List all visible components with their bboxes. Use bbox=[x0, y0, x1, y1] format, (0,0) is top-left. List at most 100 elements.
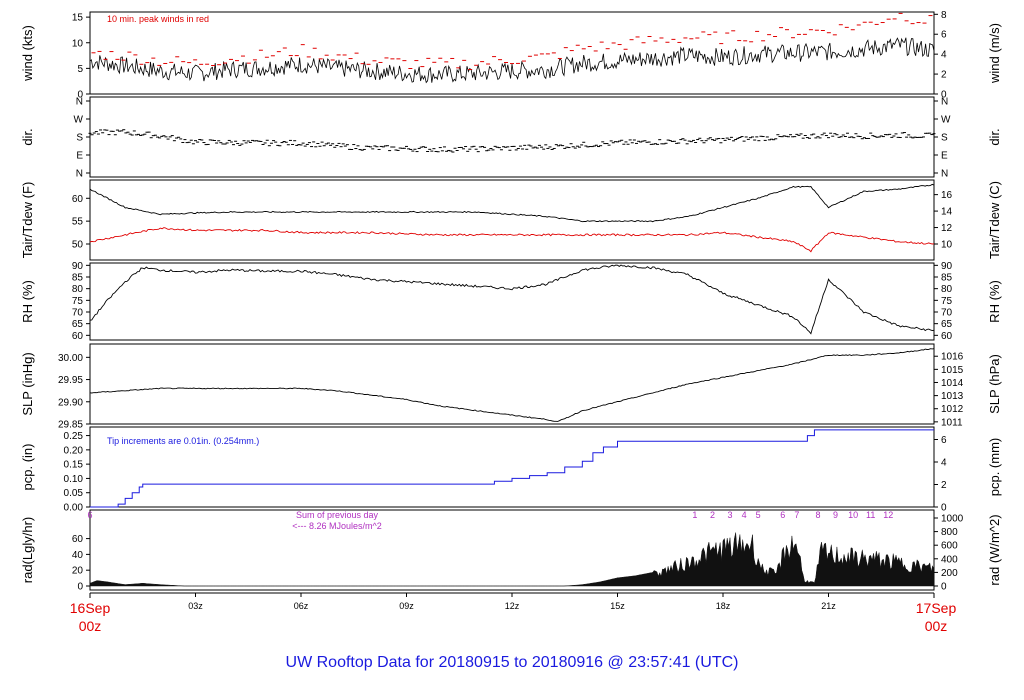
ytick-right-label: 1012 bbox=[941, 404, 964, 415]
ylabel-left: RH (%) bbox=[20, 280, 35, 323]
hour-marker: 1 bbox=[692, 510, 697, 520]
ytick-right-label: 75 bbox=[941, 296, 953, 307]
time-tick-label: 15z bbox=[610, 601, 625, 611]
ytick-right-label: 1014 bbox=[941, 378, 964, 389]
ytick-right-label: 200 bbox=[941, 568, 958, 579]
ytick-right-label: 0 bbox=[941, 90, 947, 101]
ytick-right-label: 6 bbox=[941, 435, 947, 446]
panel-frame bbox=[89, 509, 935, 591]
ytick-left-label: 60 bbox=[72, 534, 84, 545]
hour-marker: 10 bbox=[848, 510, 858, 520]
ytick-right-label: 10 bbox=[941, 240, 953, 251]
ylabel-left: SLP (inHg) bbox=[20, 352, 35, 415]
prev-day-note-line2: <--- 8.26 MJoules/m^2 bbox=[292, 521, 382, 531]
ylabel-left: dir. bbox=[20, 128, 35, 145]
ylabel-left: pcp. (in) bbox=[20, 444, 35, 491]
series-relative-humidity bbox=[89, 264, 935, 335]
ytick-right-label: 65 bbox=[941, 319, 953, 330]
ytick-right-label: 400 bbox=[941, 554, 958, 565]
ylabel-right: SLP (hPa) bbox=[987, 354, 1002, 414]
start-date-label: 16Sep bbox=[70, 600, 111, 616]
ytick-right-label: 80 bbox=[941, 284, 953, 295]
time-tick-label: 09z bbox=[399, 601, 414, 611]
ytick-right-label: 70 bbox=[941, 308, 953, 319]
ytick-left-label: 0 bbox=[77, 582, 83, 593]
panel-wind: wind (kts) wind (m/s) 0 5 10 15 0 2 4 6 8 10 min. p… bbox=[20, 10, 1002, 101]
panel-frame bbox=[89, 96, 935, 178]
ytick-right-label: 60 bbox=[941, 331, 953, 342]
ytick-right-label: 1015 bbox=[941, 365, 964, 376]
ytick-right-label: 85 bbox=[941, 273, 953, 284]
hour-marker: 8 bbox=[815, 510, 820, 520]
ylabel-right: rad (W/m^2) bbox=[987, 514, 1002, 585]
ytick-left-label: 85 bbox=[72, 273, 84, 284]
panel-temperature: Tair/Tdew (F) Tair/Tdew (C) 50 55 60 10 12 14 16 bbox=[20, 179, 1002, 261]
precip-annotation: Tip increments are 0.01in. (0.254mm.) bbox=[107, 436, 259, 446]
ylabel-right: Tair/Tdew (C) bbox=[987, 181, 1002, 259]
ytick-right-label: W bbox=[941, 115, 951, 126]
ytick-right-label: E bbox=[941, 151, 948, 162]
panel-direction: dir. dir.N NE ES SW WN N bbox=[20, 96, 1002, 180]
ytick-left-label: 0 bbox=[77, 90, 83, 101]
panel-frame bbox=[89, 426, 935, 508]
ytick-right-label: 2 bbox=[941, 480, 947, 491]
series-radiation bbox=[89, 532, 935, 587]
wind-annotation: 10 min. peak winds in red bbox=[107, 14, 209, 24]
ylabel-right: wind (m/s) bbox=[987, 23, 1002, 84]
hour-marker: 4 bbox=[742, 510, 747, 520]
ytick-left-label: 40 bbox=[72, 550, 84, 561]
ylabel-right: dir. bbox=[987, 128, 1002, 145]
ytick-right-label: N bbox=[941, 169, 948, 180]
time-tick-label: 06z bbox=[294, 601, 309, 611]
ytick-left-label: 15 bbox=[72, 13, 84, 24]
ytick-right-label: 2 bbox=[941, 70, 947, 81]
ytick-right-label: 4 bbox=[941, 50, 947, 61]
ytick-left-label: 29.90 bbox=[58, 397, 83, 408]
hour-marker: 6 bbox=[780, 510, 785, 520]
hour-marker: 5 bbox=[756, 510, 761, 520]
ytick-left-label: 0.15 bbox=[64, 460, 84, 471]
ytick-right-label: 90 bbox=[941, 261, 953, 272]
hour-marker: 9 bbox=[833, 510, 838, 520]
start-time-label: 00z bbox=[79, 618, 102, 634]
ytick-left-label: 29.85 bbox=[58, 420, 83, 431]
hour-marker: 7 bbox=[794, 510, 799, 520]
ytick-left-label: 5 bbox=[77, 64, 83, 75]
ytick-left-label: E bbox=[76, 151, 83, 162]
end-time-label: 00z bbox=[925, 618, 948, 634]
time-tick-label: 12z bbox=[505, 601, 520, 611]
ytick-left-label: 29.95 bbox=[58, 375, 83, 386]
ylabel-right: pcp. (mm) bbox=[987, 438, 1002, 497]
ytick-left-label: 0.10 bbox=[64, 474, 84, 485]
ytick-right-label: 6 bbox=[941, 30, 947, 41]
ytick-left-label: N bbox=[76, 169, 83, 180]
series-dew-point bbox=[89, 227, 935, 253]
ylabel-left: wind (kts) bbox=[20, 25, 35, 82]
time-tick-label: 03z bbox=[188, 601, 203, 611]
ytick-right-label: 600 bbox=[941, 541, 958, 552]
hour-marker-start: 6 bbox=[87, 510, 92, 520]
ytick-right-label: 800 bbox=[941, 527, 958, 538]
ytick-left-label: 60 bbox=[72, 331, 84, 342]
ytick-left-label: 30.00 bbox=[58, 353, 83, 364]
ytick-right-label: N bbox=[941, 97, 948, 108]
hour-marker: 11 bbox=[866, 510, 875, 520]
ytick-right-label: S bbox=[941, 133, 948, 144]
ytick-right-label: 8 bbox=[941, 10, 947, 21]
end-date-label: 17Sep bbox=[916, 600, 957, 616]
panel-frame bbox=[89, 262, 935, 341]
ytick-right-label: 1016 bbox=[941, 352, 964, 363]
time-tick-label: 21z bbox=[821, 601, 836, 611]
series-precipitation bbox=[90, 429, 934, 508]
ytick-left-label: 0.05 bbox=[64, 488, 84, 499]
ytick-left-label: 90 bbox=[72, 261, 84, 272]
hour-marker: 3 bbox=[728, 510, 733, 520]
time-tick-label: 18z bbox=[716, 601, 731, 611]
ylabel-left: Tair/Tdew (F) bbox=[20, 182, 35, 259]
ytick-left-label: S bbox=[76, 133, 83, 144]
ytick-left-label: 0.00 bbox=[64, 503, 84, 514]
hour-marker: 2 bbox=[710, 510, 715, 520]
panel-radiation: rad(Lgly/hr) rad (W/m^2)02040600200400600… bbox=[20, 509, 1002, 593]
